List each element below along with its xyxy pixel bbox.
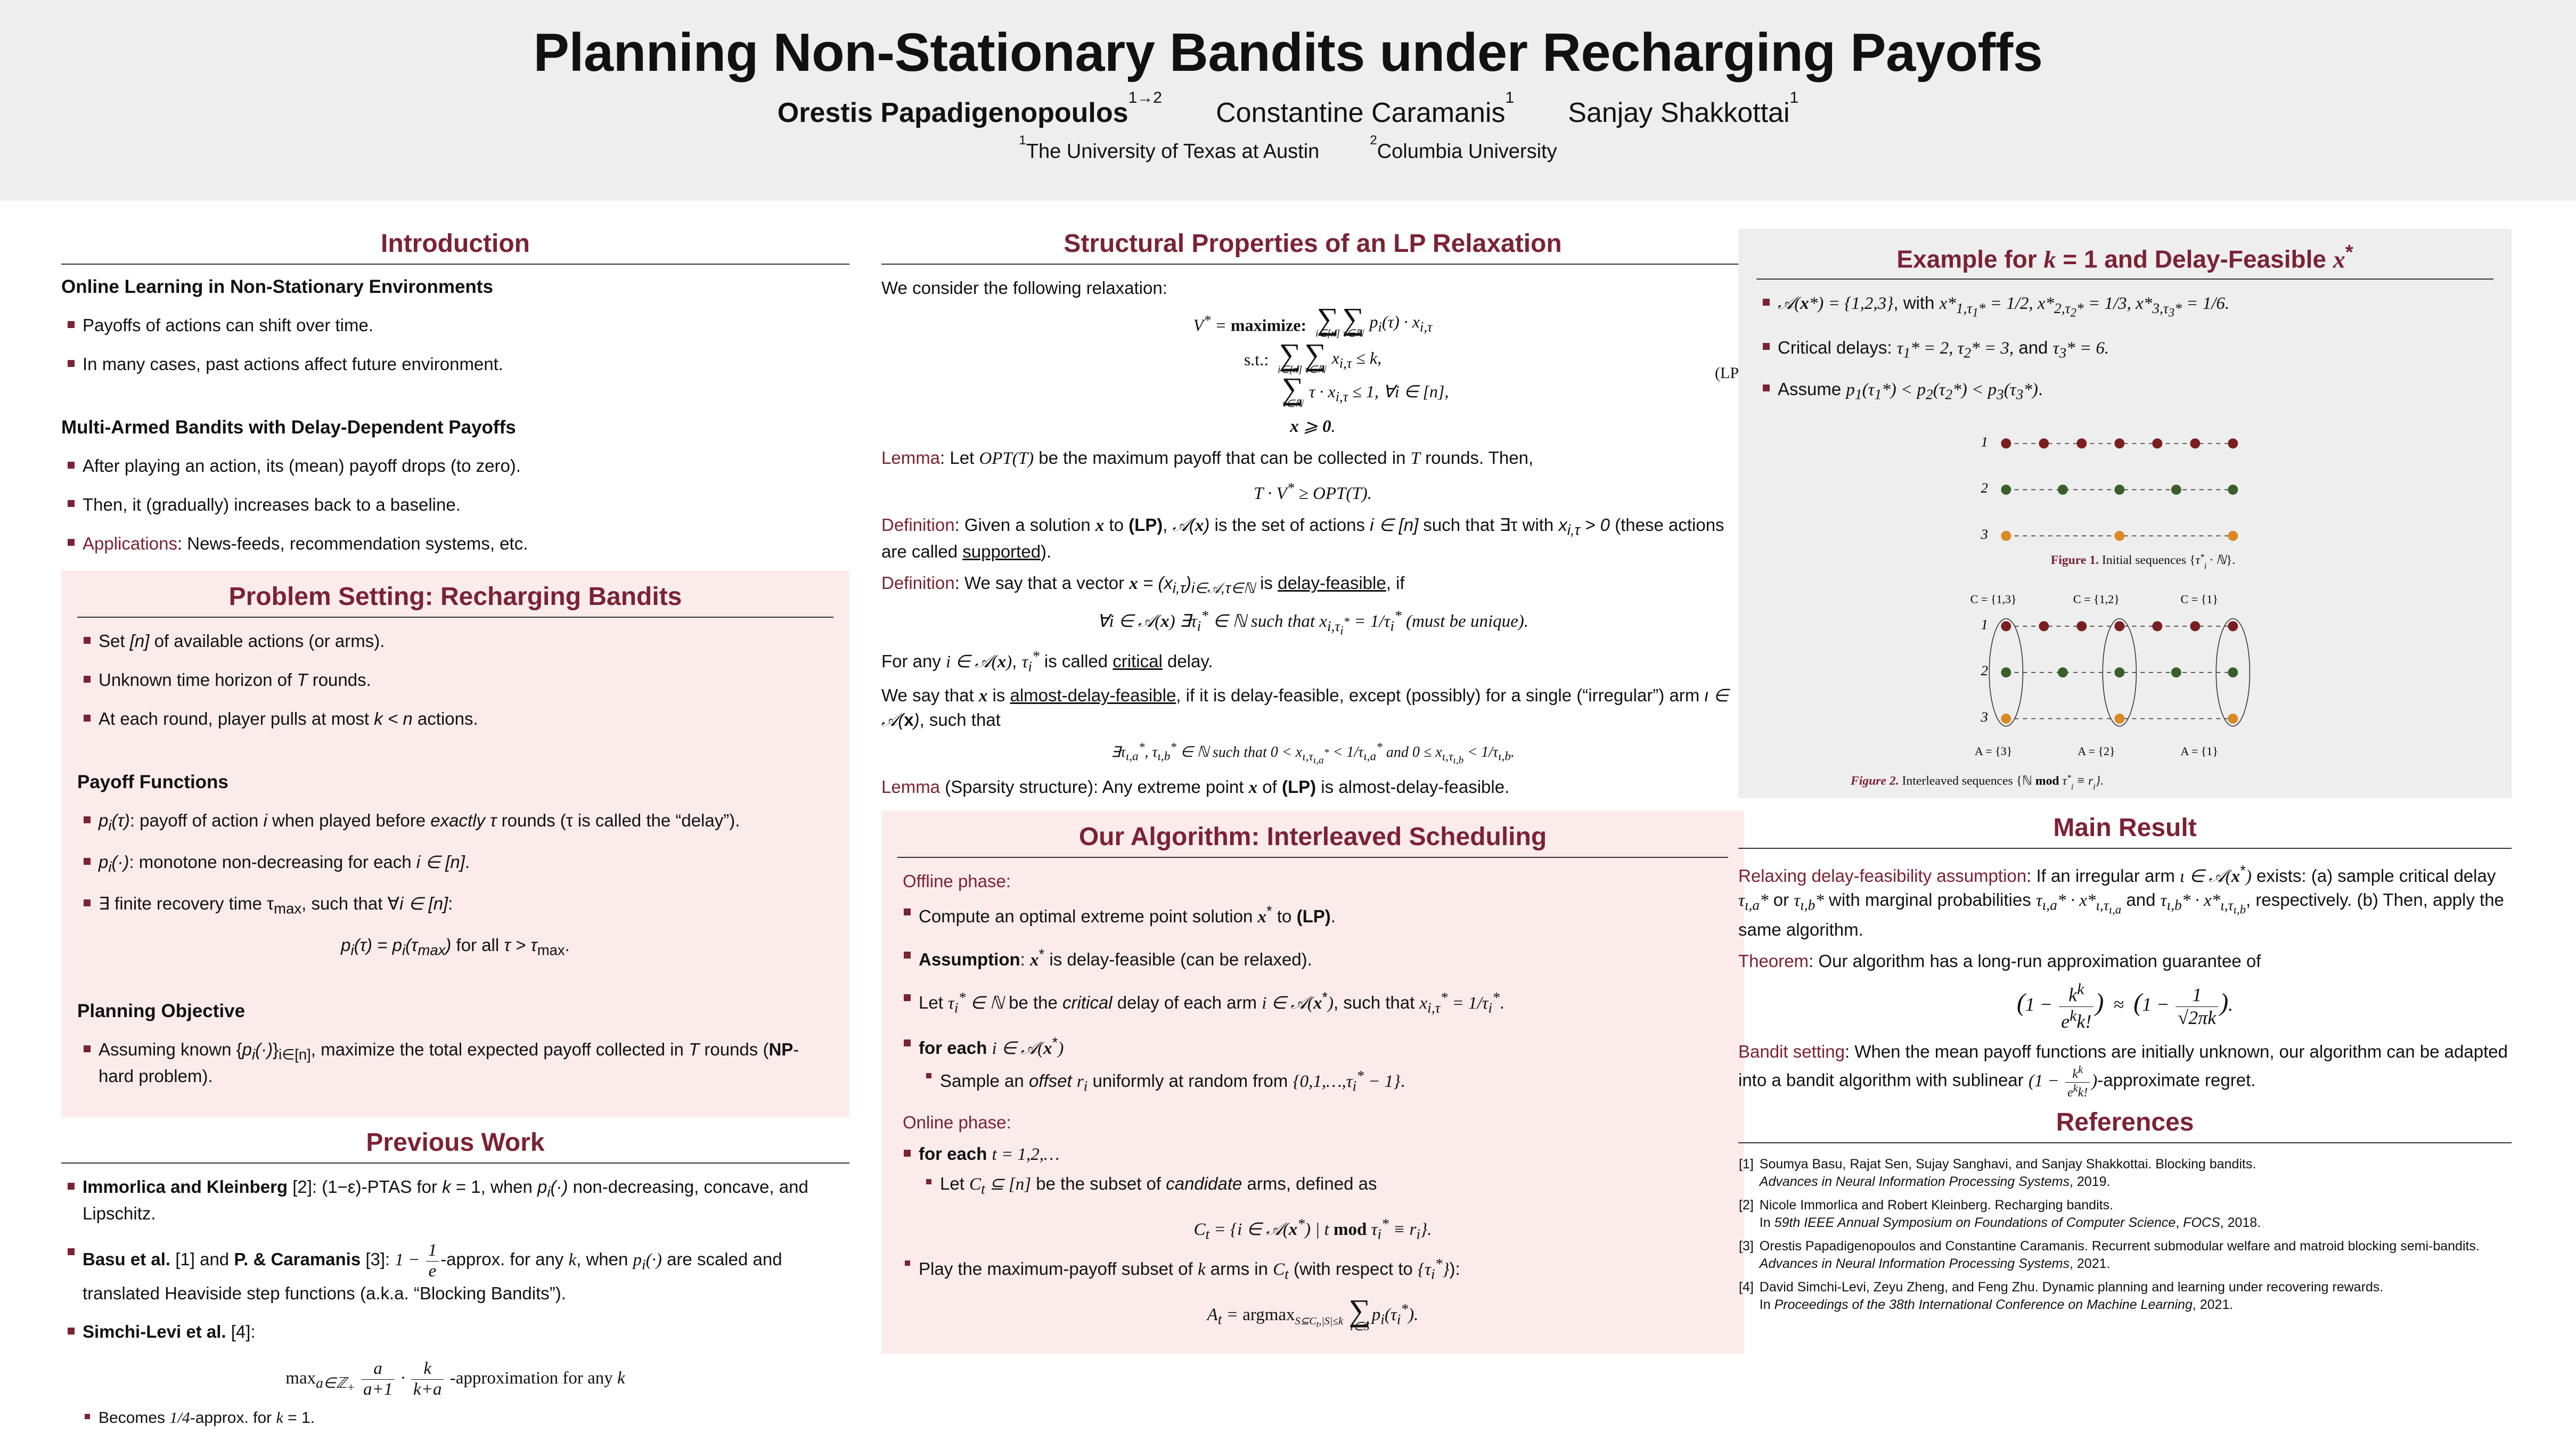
svg-text:2: 2 (1981, 480, 1988, 496)
svg-text:A = {1}: A = {1} (2180, 744, 2218, 758)
svg-text:1: 1 (1981, 433, 1988, 449)
svg-text:C = {1,3}: C = {1,3} (1970, 592, 2017, 605)
svg-text:A = {2}: A = {2} (2078, 744, 2115, 758)
svg-text:Figure 1. Initial sequences {τ: Figure 1. Initial sequences {τ*i · ℕ}. (2051, 552, 2235, 570)
svg-text:C = {1,2}: C = {1,2} (2073, 592, 2120, 605)
svg-text:3: 3 (1980, 709, 1988, 725)
svg-text:2: 2 (1981, 662, 1988, 678)
svg-text:A = {3}: A = {3} (1975, 744, 2012, 758)
svg-text:C = {1}: C = {1} (2180, 592, 2218, 605)
svg-text:Figure 2. Interleaved sequence: Figure 2. Interleaved sequences {ℕ mod τ… (1850, 773, 2104, 791)
svg-text:1: 1 (1981, 616, 1988, 632)
svg-text:3: 3 (1980, 526, 1988, 542)
